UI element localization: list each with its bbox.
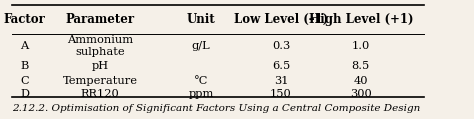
Text: B: B — [20, 62, 28, 72]
Text: Unit: Unit — [187, 13, 215, 26]
Text: 40: 40 — [354, 76, 368, 86]
Text: High Level (+1): High Level (+1) — [309, 13, 413, 26]
Text: A: A — [20, 41, 28, 51]
Text: pH: pH — [91, 62, 109, 72]
Text: 150: 150 — [270, 89, 292, 99]
Text: 8.5: 8.5 — [352, 62, 370, 72]
Text: °C: °C — [194, 76, 208, 86]
Text: Low Level (–1): Low Level (–1) — [234, 13, 328, 26]
Text: Ammonium
sulphate: Ammonium sulphate — [67, 35, 133, 57]
Text: RR120: RR120 — [81, 89, 119, 99]
Text: Temperature: Temperature — [63, 76, 137, 86]
Text: ppm: ppm — [188, 89, 214, 99]
Text: 1.0: 1.0 — [352, 41, 370, 51]
Text: 2.12.2. Optimisation of Significant Factors Using a Central Composite Design: 2.12.2. Optimisation of Significant Fact… — [12, 104, 420, 113]
Text: g/L: g/L — [191, 41, 210, 51]
Text: 300: 300 — [350, 89, 372, 99]
Text: Factor: Factor — [3, 13, 46, 26]
Text: D: D — [20, 89, 29, 99]
Text: C: C — [20, 76, 29, 86]
Text: 0.3: 0.3 — [272, 41, 290, 51]
Text: 6.5: 6.5 — [272, 62, 290, 72]
Text: Parameter: Parameter — [65, 13, 135, 26]
Text: 31: 31 — [273, 76, 288, 86]
